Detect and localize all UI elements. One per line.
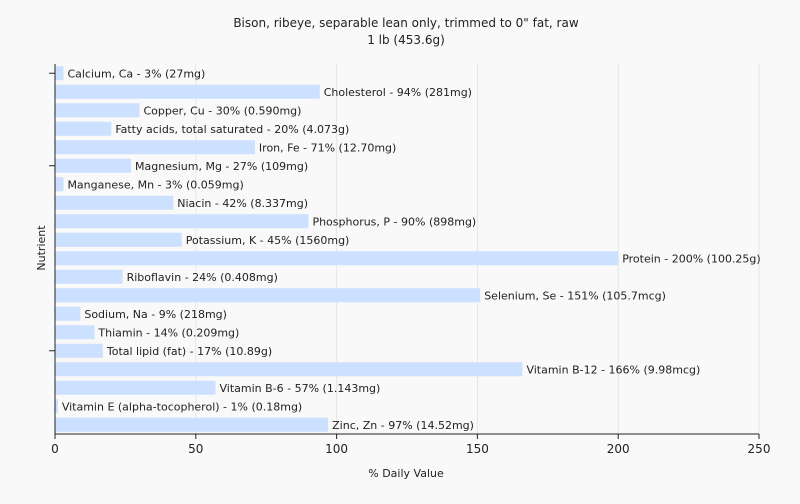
bar-label: Potassium, K - 45% (1560mg) xyxy=(186,234,350,247)
bar-iron-fe xyxy=(55,140,255,155)
bar-total-lipid-fat xyxy=(55,343,103,358)
bar-label: Thiamin - 14% (0.209mg) xyxy=(97,326,239,339)
bar-magnesium-mg xyxy=(55,158,132,173)
bar-selenium-se xyxy=(55,288,481,303)
bar-label: Niacin - 42% (8.337mg) xyxy=(177,197,308,210)
bar-vitamin-b-12 xyxy=(55,362,523,377)
bar-label: Cholesterol - 94% (281mg) xyxy=(324,86,472,99)
bar-sodium-na xyxy=(55,306,81,321)
bar-protein xyxy=(55,251,619,266)
bar-label: Sodium, Na - 9% (218mg) xyxy=(84,308,227,321)
x-tick-label: 250 xyxy=(748,442,771,456)
chart-title: Bison, ribeye, separable lean only, trim… xyxy=(233,16,579,30)
x-tick-label: 50 xyxy=(188,442,203,456)
bar-label: Zinc, Zn - 97% (14.52mg) xyxy=(332,419,474,432)
bar-vitamin-b-6 xyxy=(55,380,216,395)
bar-vitamin-e-alpha-tocopherol xyxy=(55,399,58,414)
bar-label: Vitamin E (alpha-tocopherol) - 1% (0.18m… xyxy=(62,400,302,413)
bar-label: Magnesium, Mg - 27% (109mg) xyxy=(135,160,308,173)
bar-label: Total lipid (fat) - 17% (10.89g) xyxy=(106,345,272,358)
bar-thiamin xyxy=(55,325,95,340)
bar-riboflavin xyxy=(55,269,123,284)
x-tick-label: 200 xyxy=(607,442,630,456)
bar-cholesterol xyxy=(55,84,320,99)
bar-copper-cu xyxy=(55,103,140,118)
bar-label: Vitamin B-12 - 166% (9.98mcg) xyxy=(526,363,700,376)
bar-manganese-mn xyxy=(55,177,64,192)
axis-layer: 0 50 100 150 200 250 xyxy=(49,64,770,456)
bar-niacin xyxy=(55,195,174,210)
x-tick-label: 100 xyxy=(325,442,348,456)
bar-layer: Calcium, Ca - 3% (27mg) Cholesterol - 94%… xyxy=(55,66,761,432)
bar-phosphorus-p xyxy=(55,214,309,229)
chart-subtitle: 1 lb (453.6g) xyxy=(367,33,445,47)
bar-label: Manganese, Mn - 3% (0.059mg) xyxy=(67,178,243,191)
x-tick-label: 150 xyxy=(466,442,489,456)
bar-label: Vitamin B-6 - 57% (1.143mg) xyxy=(220,382,381,395)
y-axis-label: Nutrient xyxy=(35,225,48,271)
bar-label: Riboflavin - 24% (0.408mg) xyxy=(127,271,278,284)
bar-label: Calcium, Ca - 3% (27mg) xyxy=(67,67,205,80)
bar-potassium-k xyxy=(55,232,182,247)
grid-layer xyxy=(195,64,760,434)
bar-label: Iron, Fe - 71% (12.70mg) xyxy=(259,141,396,154)
x-axis-label: % Daily Value xyxy=(368,467,444,480)
bar-fatty-acids-total-saturated xyxy=(55,121,112,136)
bar-label: Protein - 200% (100.25g) xyxy=(622,252,761,265)
bar-zinc-zn xyxy=(55,417,329,432)
bar-label: Copper, Cu - 30% (0.590mg) xyxy=(143,104,301,117)
bar-label: Phosphorus, P - 90% (898mg) xyxy=(312,215,476,228)
bar-calcium-ca xyxy=(55,66,64,81)
x-tick-label: 0 xyxy=(51,442,59,456)
bar-label: Selenium, Se - 151% (105.7mcg) xyxy=(484,289,666,302)
bar-label: Fatty acids, total saturated - 20% (4.07… xyxy=(115,123,349,136)
